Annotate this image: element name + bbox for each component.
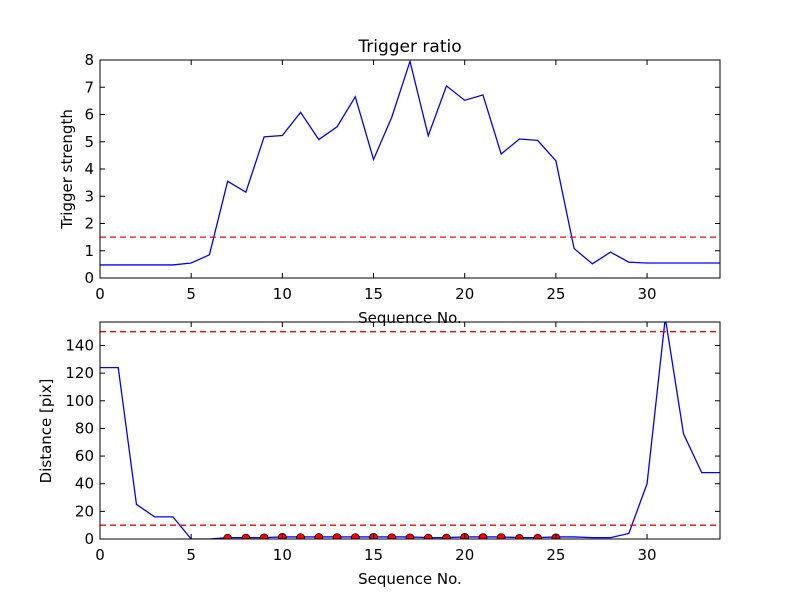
chart-title: Trigger ratio [357, 37, 461, 57]
plot-area: 0 5 10 15 20 25 30 0 20 40 60 80 100 120 140 [65, 321, 721, 564]
data-point [478, 533, 488, 539]
x-tick-label: 5 [186, 546, 196, 564]
x-axis-label: Sequence No. [358, 570, 462, 588]
y-tick-label: 6 [84, 106, 94, 124]
y-tick-label: 80 [75, 419, 94, 437]
distance-chart: Sequence No. Distance [pix] 0 5 10 15 20 25 30… [37, 321, 721, 588]
data-point [423, 533, 433, 539]
data-point [515, 534, 524, 539]
plot-area: 0 5 10 15 20 25 30 0 1 2 3 4 5 6 7 8 [84, 51, 721, 303]
y-tick-label: 4 [84, 160, 94, 178]
y-tick-label: 40 [75, 475, 94, 493]
y-tick-label: 0 [84, 269, 94, 287]
x-tick-label: 20 [455, 285, 474, 303]
x-tick-label: 25 [546, 546, 565, 564]
y-axis-label: Distance [pix] [37, 379, 55, 484]
x-tick-label: 10 [273, 285, 292, 303]
y-tick-label: 7 [84, 78, 94, 96]
x-tick-label: 30 [638, 546, 657, 564]
y-tick-label: 120 [65, 364, 94, 382]
x-tick-label: 0 [95, 285, 105, 303]
y-tick-label: 5 [84, 133, 94, 151]
series-line [100, 60, 720, 266]
data-point [405, 533, 415, 539]
x-tick-label: 30 [638, 285, 657, 303]
data-point [259, 533, 269, 539]
y-tick-label: 8 [84, 51, 94, 69]
data-point [496, 533, 506, 539]
data-point [296, 533, 305, 539]
y-tick-label: 140 [65, 336, 94, 354]
x-tick-label: 15 [364, 546, 383, 564]
y-axis-label: Trigger strength [58, 109, 76, 230]
series-group [100, 322, 720, 539]
x-tick-label: 0 [95, 546, 105, 564]
x-tick-label: 10 [273, 546, 292, 564]
axes-frame [99, 321, 721, 540]
data-point [442, 533, 451, 539]
series-group [100, 60, 720, 266]
x-tick-label: 15 [364, 285, 383, 303]
y-tick-label: 100 [65, 392, 94, 410]
data-point [350, 533, 360, 539]
data-point [387, 533, 397, 539]
data-point [314, 533, 324, 539]
data-point [223, 533, 233, 539]
data-point [241, 533, 251, 539]
data-point [533, 533, 543, 539]
y-tick-label: 0 [84, 530, 94, 548]
y-tick-label: 3 [84, 187, 94, 205]
data-point [332, 533, 342, 539]
y-tick-label: 2 [84, 215, 94, 233]
x-tick-label: 5 [186, 285, 196, 303]
trigger-ratio-chart: Trigger ratio Sequence No. Trigger stren… [58, 37, 721, 327]
x-tick-label: 25 [546, 285, 565, 303]
x-tick-label: 20 [455, 546, 474, 564]
y-tick-label: 60 [75, 447, 94, 465]
y-tick-label: 20 [75, 502, 94, 520]
y-tick-label: 1 [84, 242, 94, 260]
